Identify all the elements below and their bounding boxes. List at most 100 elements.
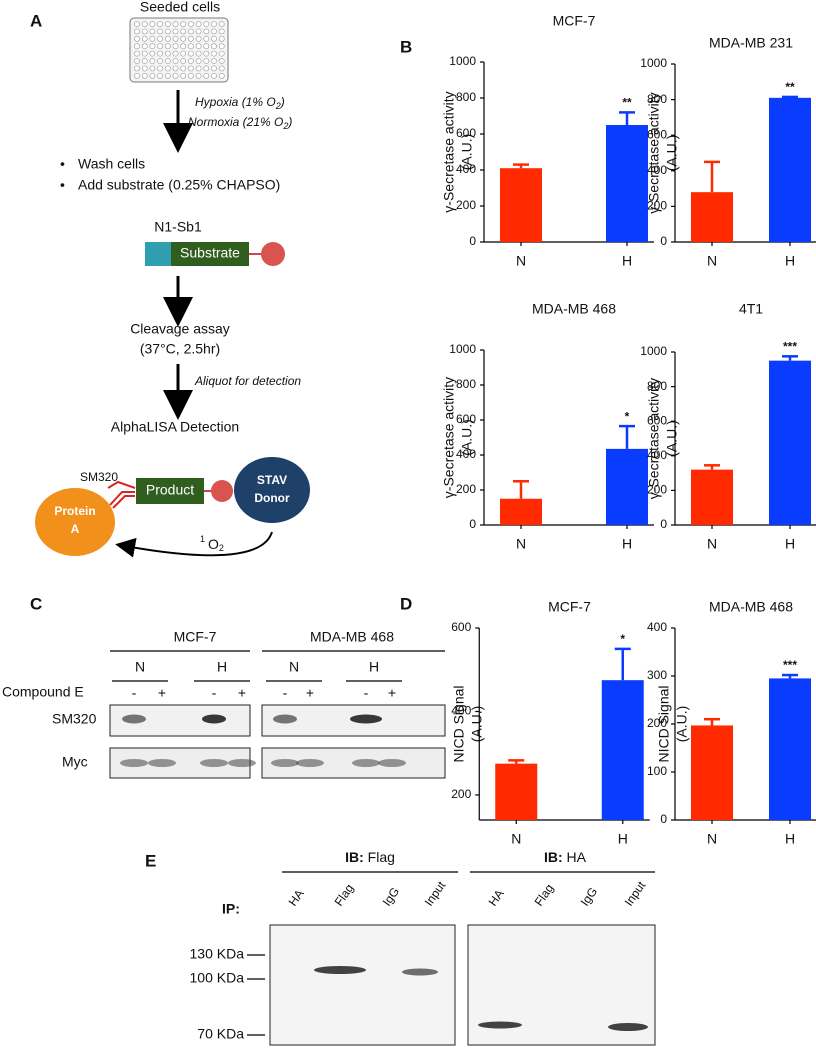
well xyxy=(157,35,163,42)
well xyxy=(157,58,163,64)
well xyxy=(164,50,171,57)
y-axis-label: NICD Signal xyxy=(451,685,467,762)
tag xyxy=(145,242,171,266)
well xyxy=(149,21,156,27)
well xyxy=(180,65,187,72)
y-tick-label: 1000 xyxy=(449,54,476,68)
row-label: SM320 xyxy=(52,711,97,727)
y-tick-label: 200 xyxy=(647,483,667,497)
t: IB: xyxy=(345,849,364,865)
band xyxy=(202,714,226,724)
x-tick-label: H xyxy=(622,536,632,552)
well xyxy=(218,35,225,42)
well xyxy=(203,58,210,64)
x-tick-label: N xyxy=(707,536,717,552)
band xyxy=(271,759,299,767)
well xyxy=(141,28,148,35)
well xyxy=(134,58,140,64)
blot-header: IB: HA xyxy=(544,849,587,865)
y-tick-label: 400 xyxy=(647,448,667,462)
label: Cleavage assay xyxy=(130,321,230,337)
well xyxy=(164,58,171,64)
band xyxy=(200,759,228,767)
well xyxy=(164,28,171,35)
label: Normoxia (21% O2) xyxy=(188,115,292,131)
group-label: MDA-MB 468 xyxy=(310,629,394,645)
well xyxy=(195,50,202,57)
row-label: Compound E xyxy=(2,684,84,700)
y-tick-label: 400 xyxy=(647,620,667,634)
label: Donor xyxy=(254,491,290,505)
y-tick-label: 200 xyxy=(451,787,471,801)
bar xyxy=(495,763,538,820)
y-tick-label: 800 xyxy=(456,90,476,104)
significance: *** xyxy=(783,339,797,353)
well xyxy=(195,28,202,35)
well xyxy=(203,21,210,27)
well xyxy=(134,35,140,42)
sign-label: + xyxy=(158,685,166,701)
y-tick-label: 600 xyxy=(647,127,667,141)
x-tick-label: H xyxy=(785,831,795,847)
chart-title: MDA-MB 468 xyxy=(709,599,793,615)
panel-e: IB: Flag IB: HA IP: 130 KDa 100 KDa 70 K… xyxy=(190,849,656,1046)
substrate-box xyxy=(171,242,249,266)
panel-c: MCF-7 MDA-MB 468 Compound E SM320 Myc N H… xyxy=(2,629,446,779)
panel-label: D xyxy=(400,594,412,613)
well xyxy=(164,35,171,42)
t: 1 xyxy=(200,534,205,544)
band xyxy=(378,759,406,767)
lane-label: Flag xyxy=(332,881,357,908)
band xyxy=(478,1021,522,1029)
y-tick-label: 100 xyxy=(647,764,667,778)
well xyxy=(141,65,148,72)
well xyxy=(134,21,140,27)
well xyxy=(180,21,187,27)
panel-label: C xyxy=(30,594,42,613)
well xyxy=(211,58,217,64)
band xyxy=(228,759,256,767)
bullet: • xyxy=(60,156,65,172)
band xyxy=(148,759,176,767)
panel-label: B xyxy=(400,37,412,56)
y-tick-label: 600 xyxy=(451,620,471,634)
bar xyxy=(606,448,648,525)
x-tick-label: H xyxy=(785,536,795,552)
x-tick-label: N xyxy=(516,253,526,269)
bar xyxy=(500,498,542,525)
t: Flag xyxy=(368,849,395,865)
marker-label: 130 KDa xyxy=(190,946,245,962)
band xyxy=(273,714,297,724)
y-tick-label: 0 xyxy=(660,517,667,531)
lane-label: IgG xyxy=(578,885,601,909)
well xyxy=(195,21,202,27)
well xyxy=(141,58,148,64)
chart-title: MDA-MB 468 xyxy=(532,301,616,317)
well xyxy=(172,28,179,35)
well xyxy=(187,43,194,50)
y-tick-label: 200 xyxy=(456,482,476,496)
y-tick-label: 600 xyxy=(456,126,476,140)
y-tick-label: 200 xyxy=(647,199,667,213)
well xyxy=(203,65,210,72)
well xyxy=(149,72,156,79)
well xyxy=(164,72,171,79)
well xyxy=(187,28,194,35)
ball xyxy=(211,480,233,502)
bar xyxy=(601,680,644,820)
t: 2 xyxy=(219,543,224,553)
y-tick-label: 200 xyxy=(456,198,476,212)
marker-label: 100 KDa xyxy=(190,970,245,986)
band xyxy=(350,714,382,724)
well xyxy=(172,50,179,57)
well xyxy=(218,50,225,57)
well xyxy=(187,50,194,57)
x-tick-label: N xyxy=(516,536,526,552)
condition-label: H xyxy=(217,659,227,675)
well xyxy=(157,65,163,72)
panel-a: Seeded cells Hypoxia (1% O2) Normoxia (2… xyxy=(35,0,310,558)
label: AlphaLISA Detection xyxy=(111,419,239,435)
t: ) xyxy=(279,95,285,109)
donor xyxy=(234,457,310,523)
